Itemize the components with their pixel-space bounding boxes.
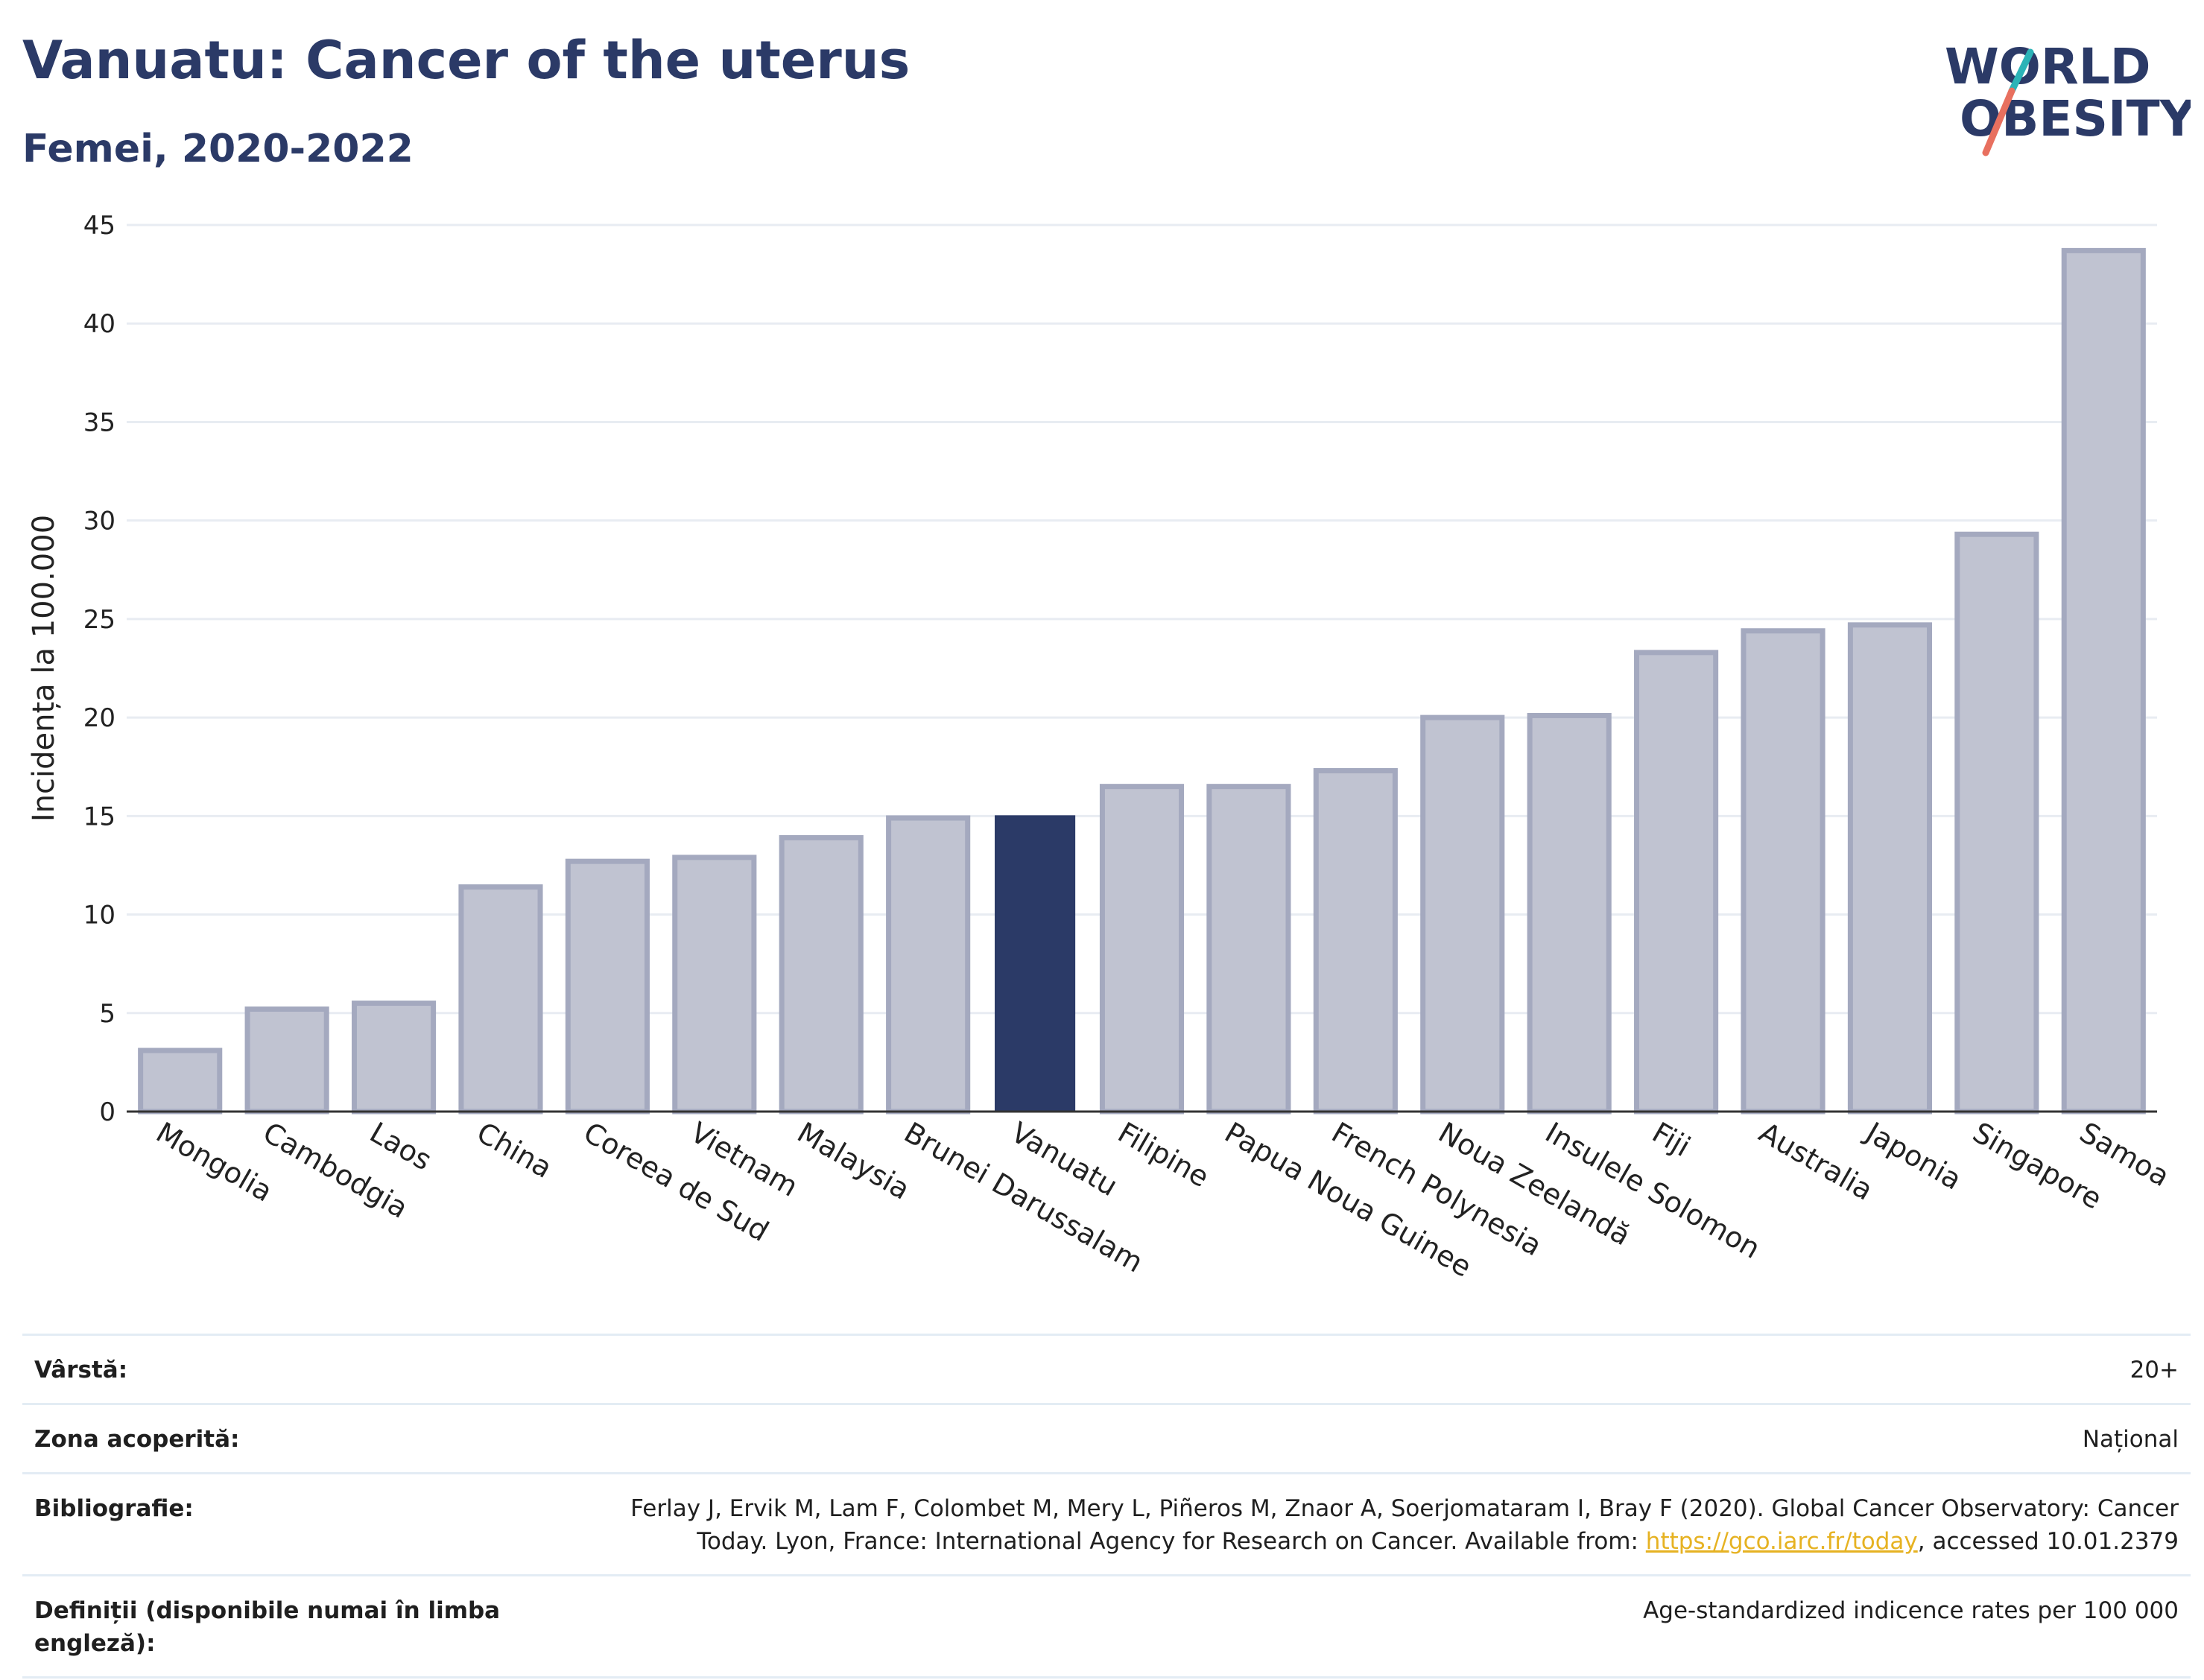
bibliography-text: Ferlay J, Ervik M, Lam F, Colombet M, Me…: [630, 1495, 2179, 1555]
x-tick-label: Filipine: [1112, 1116, 1215, 1194]
y-tick-label: 5: [99, 999, 115, 1029]
x-tick-label: Coreea de Sud: [578, 1116, 774, 1248]
bar: [1420, 714, 1505, 1115]
source-link[interactable]: https://gco.iarc.fr/today: [1645, 1528, 1918, 1555]
bar: [779, 834, 864, 1115]
meta-label: Zona acoperită:: [34, 1426, 240, 1453]
meta-value: Ferlay J, Ervik M, Lam F, Colombet M, Me…: [614, 1492, 2179, 1558]
x-tick-label: Laos: [364, 1116, 437, 1177]
y-tick-label: 40: [83, 309, 115, 339]
bar: [1313, 768, 1398, 1115]
bar: [2061, 247, 2146, 1115]
world-obesity-logo: WORLD OBESITY: [1945, 38, 2191, 156]
y-axis-title: Incidența la 100.000: [27, 515, 61, 822]
bar: [458, 884, 543, 1115]
meta-label: Definiții (disponibile numai în limba en…: [34, 1597, 501, 1657]
meta-row-coverage: Zona acoperită: Național: [22, 1403, 2191, 1472]
y-tick-label: 25: [83, 605, 115, 635]
bar: [886, 815, 971, 1115]
x-tick-label: Fiji: [1647, 1116, 1696, 1163]
y-tick-label: 20: [83, 703, 115, 733]
bar: [1847, 622, 1933, 1115]
meta-row-age: Vârstă: 20+: [22, 1334, 2191, 1403]
bar: [1634, 650, 1719, 1115]
x-tick-label: Australia: [1754, 1116, 1879, 1207]
x-tick-label: Mongolia: [151, 1116, 278, 1208]
bibliography-accessed: , accessed 10.01.2379: [1917, 1528, 2179, 1555]
bar-chart: 0 5 10 15 20 25 30 35 40 45 Incidența la 100.000 Mo…: [27, 211, 2175, 1284]
meta-row-definitions: Definiții (disponibile numai în limba en…: [22, 1574, 2191, 1679]
y-tick-label: 30: [83, 507, 115, 536]
y-tick-label: 45: [83, 211, 115, 241]
x-tick-label: Japonia: [1859, 1115, 1967, 1196]
x-tick-label: Malaysia: [792, 1116, 916, 1206]
logo-slash-coral: [1982, 87, 2015, 156]
bar: [565, 858, 650, 1115]
bar: [138, 1047, 223, 1115]
chart-subtitle: Femei, 2020-2022: [22, 127, 414, 171]
metadata-table: Vârstă: 20+ Zona acoperită: Național Bib…: [22, 1334, 2191, 1679]
logo-slash-teal: [2008, 48, 2034, 95]
bar: [1954, 531, 2039, 1115]
meta-label: Vârstă:: [34, 1357, 128, 1383]
y-tick-label: 15: [83, 802, 115, 831]
bar: [1099, 784, 1185, 1115]
x-tick-label: China: [471, 1116, 557, 1185]
meta-value: 20+: [2129, 1357, 2179, 1383]
meta-row-bibliography: Bibliografie: Ferlay J, Ervik M, Lam F, …: [22, 1472, 2191, 1574]
chart-title: Vanuatu: Cancer of the uterus: [22, 30, 911, 91]
y-tick-label: 35: [83, 408, 115, 437]
y-tick-label: 10: [83, 901, 115, 931]
logo-word-world: WORLD: [1945, 38, 2151, 95]
bar: [244, 1006, 329, 1115]
meta-value: Național: [2082, 1426, 2179, 1453]
y-tick-label: 0: [99, 1097, 115, 1127]
meta-label: Bibliografie:: [34, 1495, 194, 1522]
bar: [1741, 628, 1825, 1115]
bar: [1527, 712, 1612, 1115]
meta-value: Age-standardized indicence rates per 100…: [1643, 1597, 2179, 1624]
bar: [672, 855, 757, 1115]
bar: [351, 1001, 437, 1115]
bar-highlighted: [995, 815, 1076, 1113]
bar: [1206, 784, 1291, 1115]
